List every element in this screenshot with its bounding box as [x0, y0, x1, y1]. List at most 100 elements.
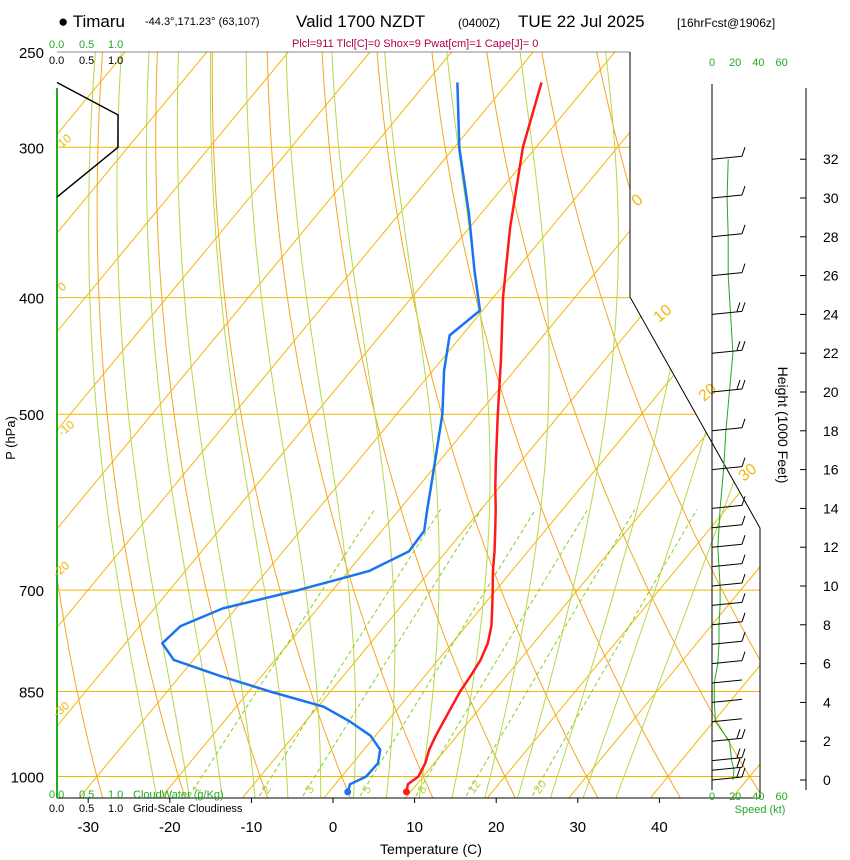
- wind-barb-flag: [741, 767, 746, 778]
- p-tick-label: 1000: [11, 769, 44, 786]
- isotherm-line: [57, 52, 289, 333]
- mixing-ratio-line: [530, 509, 698, 798]
- height-tick-label: 16: [823, 462, 839, 478]
- cloudwater-title: CloudWater (g/Kg): [133, 789, 224, 801]
- height-tick-label: 24: [823, 306, 839, 322]
- wind-barb: [711, 601, 743, 606]
- temperature-line: [405, 82, 543, 793]
- height-tick-label: 20: [823, 384, 839, 400]
- station-dot-icon: ●: [58, 12, 69, 31]
- wind-barb: [711, 737, 743, 742]
- wind-barb-flag: [741, 535, 746, 545]
- wind-barb-flag: [741, 593, 746, 603]
- valid-date: TUE 22 Jul 2025: [518, 12, 645, 31]
- wind-barb: [711, 563, 743, 568]
- x-axis-title: Temperature (C): [380, 841, 482, 857]
- cloudwater-scale-bottom: 1.0: [108, 789, 123, 801]
- wind-barb: [711, 310, 743, 315]
- isotherm-line: [568, 566, 760, 798]
- wind-barb: [711, 698, 743, 703]
- wind-barb-flag: [741, 651, 746, 661]
- cloudwater-scale-top: 0.5: [79, 39, 94, 51]
- plot-mask-lower: [630, 297, 850, 800]
- wind-barb: [711, 757, 743, 762]
- isotherm-line: [57, 52, 452, 530]
- wind-barb-flag: [741, 612, 746, 622]
- moist-adiabat-line: [88, 52, 158, 798]
- p-tick-label: 700: [19, 583, 44, 600]
- wind-barb: [711, 272, 743, 277]
- wind-barb-flag: [736, 302, 741, 312]
- cloudiness-scale-top: 1.0: [108, 55, 123, 67]
- mixing-ratio-lines: [187, 509, 698, 798]
- mixing-ratio-line: [187, 509, 375, 798]
- isotherm-line: [57, 52, 616, 727]
- cloudiness-scale-bottom: 0.0: [49, 803, 64, 815]
- x-tick-label: 0: [329, 819, 337, 836]
- moist-adiabat-line: [245, 52, 322, 798]
- wind-barb: [711, 718, 743, 723]
- wind-barb: [711, 660, 743, 665]
- moist-adiabat-line: [116, 52, 190, 798]
- height-axis-title: Height (1000 Feet): [775, 367, 791, 484]
- wind-barb-flag: [736, 341, 741, 351]
- temperature-surface-dot: [402, 788, 410, 796]
- valid-utc: (0400Z): [458, 16, 501, 30]
- mixing-ratio-line: [464, 509, 636, 798]
- wind-barb-flag: [741, 185, 746, 196]
- dry-adiabat-line: [96, 52, 186, 798]
- wind-barb-flag: [736, 729, 741, 739]
- dry-adiabat-line: [541, 52, 760, 662]
- height-tick-label: 4: [823, 694, 831, 710]
- x-tick-label: 40: [651, 819, 668, 836]
- wind-barb: [711, 349, 743, 354]
- wind-barb-flag: [741, 302, 746, 312]
- x-tick-label: 10: [406, 819, 423, 836]
- dry-adiabat-line: [376, 52, 599, 798]
- cloudiness-line: [56, 81, 119, 198]
- wind-barb-flag: [736, 379, 741, 390]
- dry-adiabat-line: [486, 52, 760, 794]
- isotherm-label: -20: [50, 558, 73, 580]
- height-tick-label: 22: [823, 345, 839, 361]
- p-tick-label: 850: [19, 685, 44, 702]
- wind-barb-flag: [741, 515, 746, 525]
- plot-mask: [630, 50, 850, 300]
- station-coords: -44.3°,171.23° (63,107): [145, 16, 260, 28]
- wind-barb: [711, 427, 743, 432]
- moist-adiabat-line: [285, 52, 357, 798]
- wind-barb: [711, 524, 743, 529]
- frame-diagonal: [629, 296, 761, 529]
- wind-barb-flag: [741, 632, 746, 642]
- wind-barb: [711, 504, 743, 509]
- cloudwater-scale-top: 1.0: [108, 39, 123, 51]
- moist-adiabat-line: [484, 52, 550, 798]
- wind-barb-flag: [741, 457, 746, 467]
- y-axis-title: P (hPa): [3, 416, 18, 460]
- moist-adiabat-line: [615, 407, 760, 798]
- height-tick-label: 32: [823, 151, 839, 167]
- dry-adiabat-line: [57, 573, 104, 798]
- moist-adiabat-line: [176, 52, 256, 798]
- isotherm-line: [57, 52, 534, 629]
- isotherm-line: [486, 467, 760, 798]
- cloudiness-scale-top: 0.0: [49, 55, 64, 67]
- wind-barb: [711, 155, 743, 160]
- height-tick-label: 30: [823, 190, 839, 206]
- wind-barb-flag: [741, 758, 746, 768]
- moist-adiabat-line: [446, 52, 491, 798]
- x-tick-label: 20: [488, 819, 505, 836]
- wind-barb: [711, 640, 743, 645]
- dewpoint-line: [161, 82, 482, 793]
- p-tick-label: 400: [19, 291, 44, 308]
- height-tick-label: 6: [823, 656, 831, 672]
- wind-barb-flag: [736, 767, 741, 778]
- x-tick-label: -10: [241, 819, 263, 836]
- height-tick-label: 28: [823, 229, 839, 245]
- x-tick-label: -20: [159, 819, 181, 836]
- wind-speed-tick-bottom: 60: [775, 791, 787, 803]
- dry-adiabat-line: [431, 52, 682, 798]
- wind-barb-flag: [741, 573, 746, 584]
- wind-barb-flag: [741, 748, 746, 758]
